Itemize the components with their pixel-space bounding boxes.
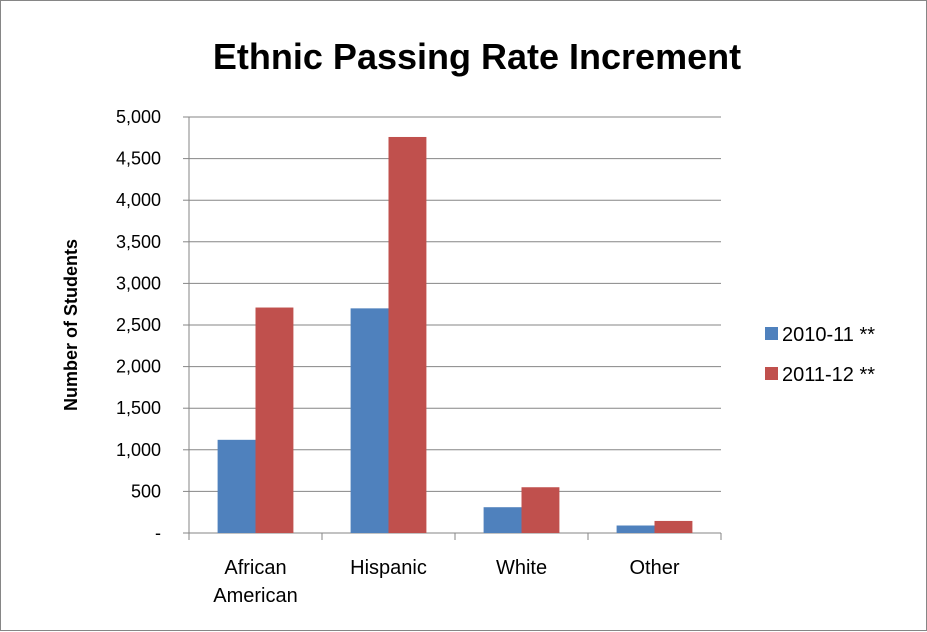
x-tick-label: White xyxy=(496,557,547,579)
x-tick-label: American xyxy=(213,585,297,607)
legend-label: 2011-12 ** xyxy=(782,364,875,386)
y-tick-label: 5,000 xyxy=(116,107,161,127)
bar-series-1 xyxy=(483,507,522,533)
y-tick-label: 500 xyxy=(131,481,161,501)
chart-title: Ethnic Passing Rate Increment xyxy=(213,36,741,77)
bar-series-2 xyxy=(388,136,427,533)
y-tick-label: 3,000 xyxy=(116,273,161,293)
bar-series-1 xyxy=(616,525,655,533)
y-tick-label: 2,500 xyxy=(116,315,161,335)
x-tick-label: Hispanic xyxy=(350,557,427,579)
bar-series-1 xyxy=(350,308,389,533)
bar-series-2 xyxy=(255,307,294,533)
legend-label: 2010-11 ** xyxy=(782,324,875,346)
y-axis-label: Number of Students xyxy=(61,239,81,411)
bar-series-2 xyxy=(654,520,693,533)
bar-series-1 xyxy=(217,439,256,533)
x-tick-label: Other xyxy=(629,557,679,579)
y-tick-label: 1,000 xyxy=(116,440,161,460)
y-tick-label: - xyxy=(155,523,161,543)
y-tick-label: 4,000 xyxy=(116,190,161,210)
x-tick-label: African xyxy=(224,557,286,579)
bar-series-2 xyxy=(521,487,560,533)
y-tick-label: 3,500 xyxy=(116,232,161,252)
legend-swatch xyxy=(765,367,778,380)
y-tick-label: 2,000 xyxy=(116,357,161,377)
y-tick-label: 4,500 xyxy=(116,149,161,169)
y-tick-label: 1,500 xyxy=(116,398,161,418)
legend-swatch xyxy=(765,327,778,340)
